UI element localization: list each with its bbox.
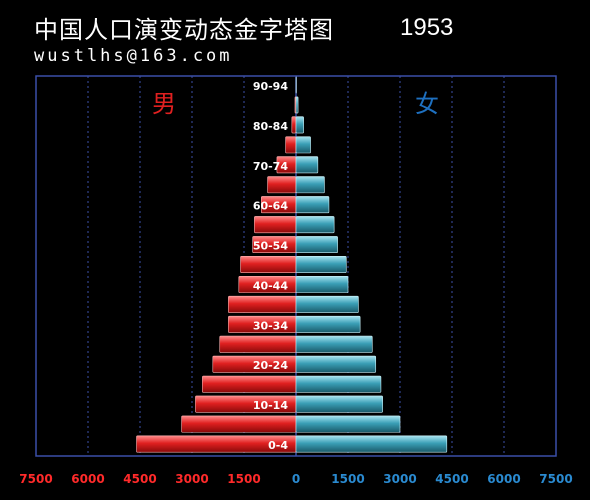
age-label: 70-74: [253, 160, 289, 173]
female-bar: [295, 335, 373, 353]
male-bar: [285, 136, 297, 154]
chart-title: 中国人口演变动态金字塔图: [34, 16, 334, 44]
x-tick-label: 6000: [487, 472, 520, 486]
age-label: 60-64: [253, 200, 289, 213]
legend-male: 男: [152, 90, 176, 118]
female-bar: [295, 176, 325, 194]
female-bar: [295, 196, 330, 214]
male-bar: [291, 116, 297, 134]
age-labels: 0-4 10-14 20-24 30-34 40-44 50-54 60-64 70-74 80…: [253, 80, 289, 452]
x-tick-label: 7500: [19, 472, 52, 486]
x-tick-label: 6000: [71, 472, 104, 486]
author-email: wustlhs@163.com: [34, 46, 233, 66]
male-bar: [240, 256, 297, 273]
age-label: 40-44: [253, 279, 289, 292]
age-label: 0-4: [268, 439, 288, 452]
age-label: 10-14: [253, 399, 289, 412]
bars: [136, 76, 448, 453]
year-label: 1953: [400, 14, 454, 41]
female-bar: [295, 395, 383, 413]
female-bar: [295, 375, 382, 393]
x-tick-label: 1500: [227, 472, 260, 486]
x-tick-label: 1500: [331, 472, 364, 486]
male-bar: [228, 295, 297, 313]
age-label: 80-84: [253, 120, 289, 133]
female-bar: [295, 435, 448, 453]
male-bar: [181, 415, 297, 433]
age-label: 30-34: [253, 319, 289, 332]
x-tick-label: 4500: [123, 472, 156, 486]
x-ticks: 7500 6000 4500 3000 1500 0 1500 3000 4500 6000 750…: [19, 472, 572, 486]
female-bar: [295, 236, 338, 254]
age-label: 50-54: [253, 240, 289, 253]
female-bar: [295, 275, 349, 293]
female-bar: [295, 415, 401, 433]
female-bar: [295, 295, 359, 313]
age-label: 20-24: [253, 359, 289, 372]
female-bar: [295, 116, 304, 134]
male-bar: [219, 335, 297, 353]
age-label: 90-94: [253, 80, 289, 93]
male-bar: [267, 176, 297, 194]
male-bar: [254, 216, 297, 234]
x-tick-label: 0: [292, 472, 300, 486]
female-bar: [295, 136, 311, 154]
male-bar: [202, 375, 297, 393]
female-bar: [295, 355, 377, 373]
x-tick-label: 4500: [435, 472, 468, 486]
female-bar: [295, 96, 299, 114]
x-tick-label: 3000: [175, 472, 208, 486]
female-bar: [295, 156, 319, 174]
female-bar: [295, 315, 361, 333]
female-bar: [295, 216, 335, 234]
x-tick-label: 7500: [539, 472, 572, 486]
legend-female: 女: [415, 90, 439, 118]
x-tick-label: 3000: [383, 472, 416, 486]
female-bar: [295, 256, 347, 273]
